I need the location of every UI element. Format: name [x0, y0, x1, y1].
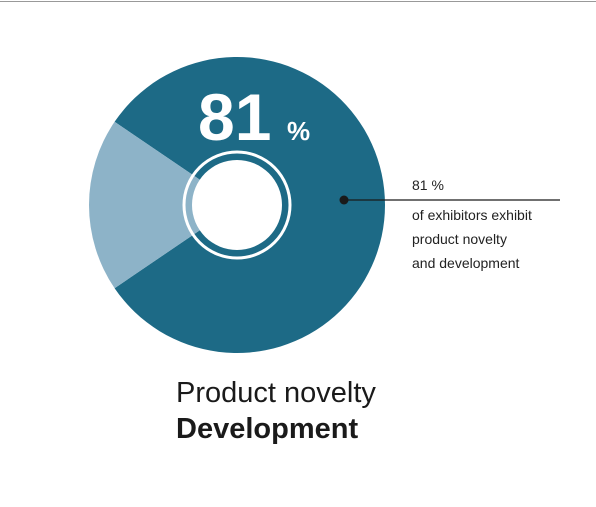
big-value: 81 [198, 80, 271, 154]
chart-subtitle: Development [176, 413, 358, 445]
chart-title: Product novelty [176, 377, 376, 409]
annotation-text: product novelty [412, 231, 507, 247]
annotation-text: and development [412, 255, 520, 271]
big-unit: % [287, 116, 310, 146]
annotation-label: 81 % [412, 177, 444, 193]
hole-ring [182, 150, 292, 260]
hole [192, 160, 282, 250]
annotation-text: of exhibitors exhibit [412, 207, 532, 223]
pie-slice [88, 121, 237, 289]
